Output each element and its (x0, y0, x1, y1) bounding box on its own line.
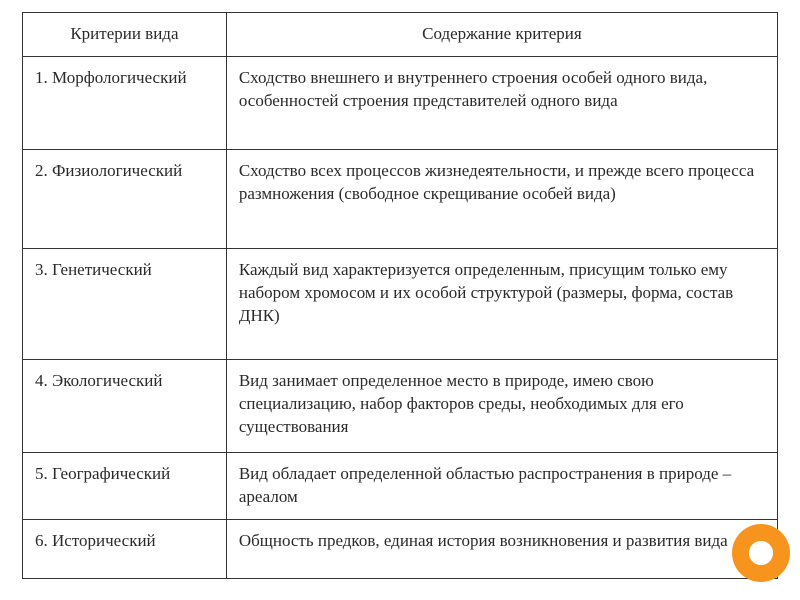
criteria-table: Критерии вида Содержание критерия 1. Мор… (22, 12, 778, 579)
criterion-cell: 4. Экологический (23, 359, 227, 452)
table-row: 6. Исторический Общность предков, единая… (23, 519, 778, 578)
content-cell: Общность предков, единая история возникн… (226, 519, 777, 578)
table-row: 2. Физиологический Сходство всех процесс… (23, 149, 778, 248)
col-header-content: Содержание критерия (226, 13, 777, 57)
content-cell: Вид обладает определенной областью распр… (226, 452, 777, 519)
table-row: 5. Географический Вид обладает определен… (23, 452, 778, 519)
criterion-cell: 1. Морфологический (23, 56, 227, 149)
criterion-cell: 2. Физиологический (23, 149, 227, 248)
table-row: 3. Генетический Каждый вид характеризует… (23, 248, 778, 359)
content-cell: Сходство внешнего и внутреннего строения… (226, 56, 777, 149)
criterion-cell: 6. Исторический (23, 519, 227, 578)
content-cell: Вид занимает определенное место в природ… (226, 359, 777, 452)
content-cell: Сходство всех процессов жизнедеятельност… (226, 149, 777, 248)
page: Критерии вида Содержание критерия 1. Мор… (0, 0, 800, 600)
table-row: 4. Экологический Вид занимает определенн… (23, 359, 778, 452)
table-row: 1. Морфологический Сходство внешнего и в… (23, 56, 778, 149)
criterion-cell: 3. Генетический (23, 248, 227, 359)
accent-circle-icon (732, 524, 790, 582)
table-header-row: Критерии вида Содержание критерия (23, 13, 778, 57)
col-header-criterion: Критерии вида (23, 13, 227, 57)
content-cell: Каждый вид характеризуется определенным,… (226, 248, 777, 359)
criterion-cell: 5. Географический (23, 452, 227, 519)
